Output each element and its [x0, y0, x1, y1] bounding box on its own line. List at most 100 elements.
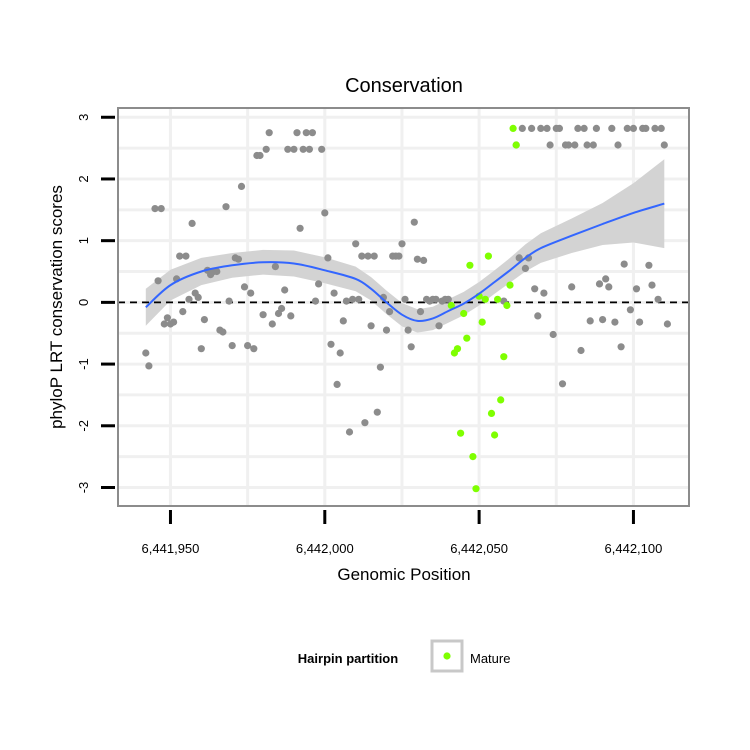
other-point — [642, 124, 650, 132]
mature-point — [509, 124, 517, 132]
other-point — [651, 124, 659, 132]
other-point — [401, 295, 409, 303]
other-point — [626, 306, 635, 314]
other-point — [364, 252, 372, 260]
other-point — [420, 256, 428, 264]
other-point — [179, 308, 187, 316]
mature-point — [447, 301, 455, 310]
other-point — [333, 380, 341, 388]
other-point — [318, 145, 326, 153]
y-tick-label: -3 — [76, 482, 91, 494]
other-point — [386, 308, 394, 316]
other-point — [413, 255, 421, 263]
other-point — [367, 322, 375, 330]
other-point — [617, 343, 625, 351]
other-point — [373, 408, 381, 416]
other-point — [580, 124, 588, 132]
smooth-trend-line — [145, 202, 665, 323]
other-point — [240, 283, 249, 291]
other-point — [376, 363, 384, 371]
x-tick-label: 6,442,000 — [296, 541, 354, 556]
y-tick-label: 2 — [76, 175, 91, 182]
other-point — [170, 318, 178, 326]
other-point — [577, 346, 585, 355]
other-point — [543, 124, 551, 132]
other-point — [182, 252, 190, 260]
other-point — [583, 141, 591, 149]
other-point — [308, 129, 316, 137]
other-point — [528, 124, 536, 132]
panel-border — [117, 107, 690, 507]
other-point — [197, 345, 205, 353]
other-point — [620, 260, 628, 268]
other-point — [568, 283, 576, 291]
other-point — [663, 320, 672, 328]
other-point — [271, 263, 279, 271]
confidence-band — [145, 159, 665, 333]
other-point — [432, 295, 440, 303]
mature-point — [466, 261, 474, 269]
other-point — [623, 124, 631, 132]
mature-point — [500, 353, 508, 361]
other-point — [534, 312, 542, 320]
other-point — [602, 275, 610, 283]
mature-point — [472, 485, 480, 493]
other-point — [608, 124, 616, 132]
mature-point — [457, 429, 465, 437]
mature-point — [506, 281, 514, 289]
other-point — [592, 124, 601, 132]
other-point — [537, 124, 545, 132]
other-point — [250, 345, 258, 353]
other-point — [157, 205, 165, 213]
data-points — [142, 124, 672, 493]
other-point — [407, 343, 415, 351]
other-point — [660, 141, 668, 149]
mature-point — [453, 345, 462, 353]
legend-key-box — [430, 639, 464, 673]
x-tick-label: 6,441,950 — [142, 541, 200, 556]
other-point — [571, 141, 579, 149]
mature-point — [497, 396, 505, 404]
mature-point — [460, 309, 468, 318]
other-point — [185, 295, 193, 303]
other-point — [515, 254, 523, 262]
other-point — [259, 311, 267, 319]
x-tick-label: 6,442,050 — [450, 541, 508, 556]
other-point — [549, 330, 557, 339]
other-point — [595, 280, 604, 288]
other-point — [629, 124, 638, 132]
other-point — [154, 277, 162, 285]
other-point — [302, 129, 310, 137]
other-point — [395, 252, 403, 260]
other-point — [648, 281, 656, 289]
legend-title: Hairpin partition — [298, 651, 398, 666]
other-point — [247, 289, 255, 297]
other-point — [296, 224, 304, 232]
other-point — [349, 295, 357, 303]
other-point — [222, 203, 230, 211]
other-point — [200, 316, 208, 324]
mature-point — [494, 295, 502, 303]
other-point — [546, 141, 554, 149]
y-tick-label: -1 — [76, 358, 91, 370]
other-point — [657, 124, 665, 132]
other-point — [410, 218, 418, 226]
other-point — [358, 252, 366, 260]
other-point — [151, 205, 159, 213]
y-tick-label: 0 — [76, 299, 91, 306]
other-point — [352, 240, 360, 248]
other-point — [521, 264, 530, 272]
other-point — [398, 240, 406, 248]
mature-point — [512, 141, 520, 149]
chart-title: Conservation — [345, 75, 463, 97]
other-point — [278, 304, 286, 313]
other-point — [654, 295, 662, 303]
other-point — [315, 280, 323, 288]
other-point — [327, 340, 335, 348]
other-point — [305, 145, 313, 153]
other-point — [614, 141, 622, 149]
other-point — [194, 293, 202, 301]
other-point — [268, 320, 276, 328]
other-point — [336, 349, 344, 357]
